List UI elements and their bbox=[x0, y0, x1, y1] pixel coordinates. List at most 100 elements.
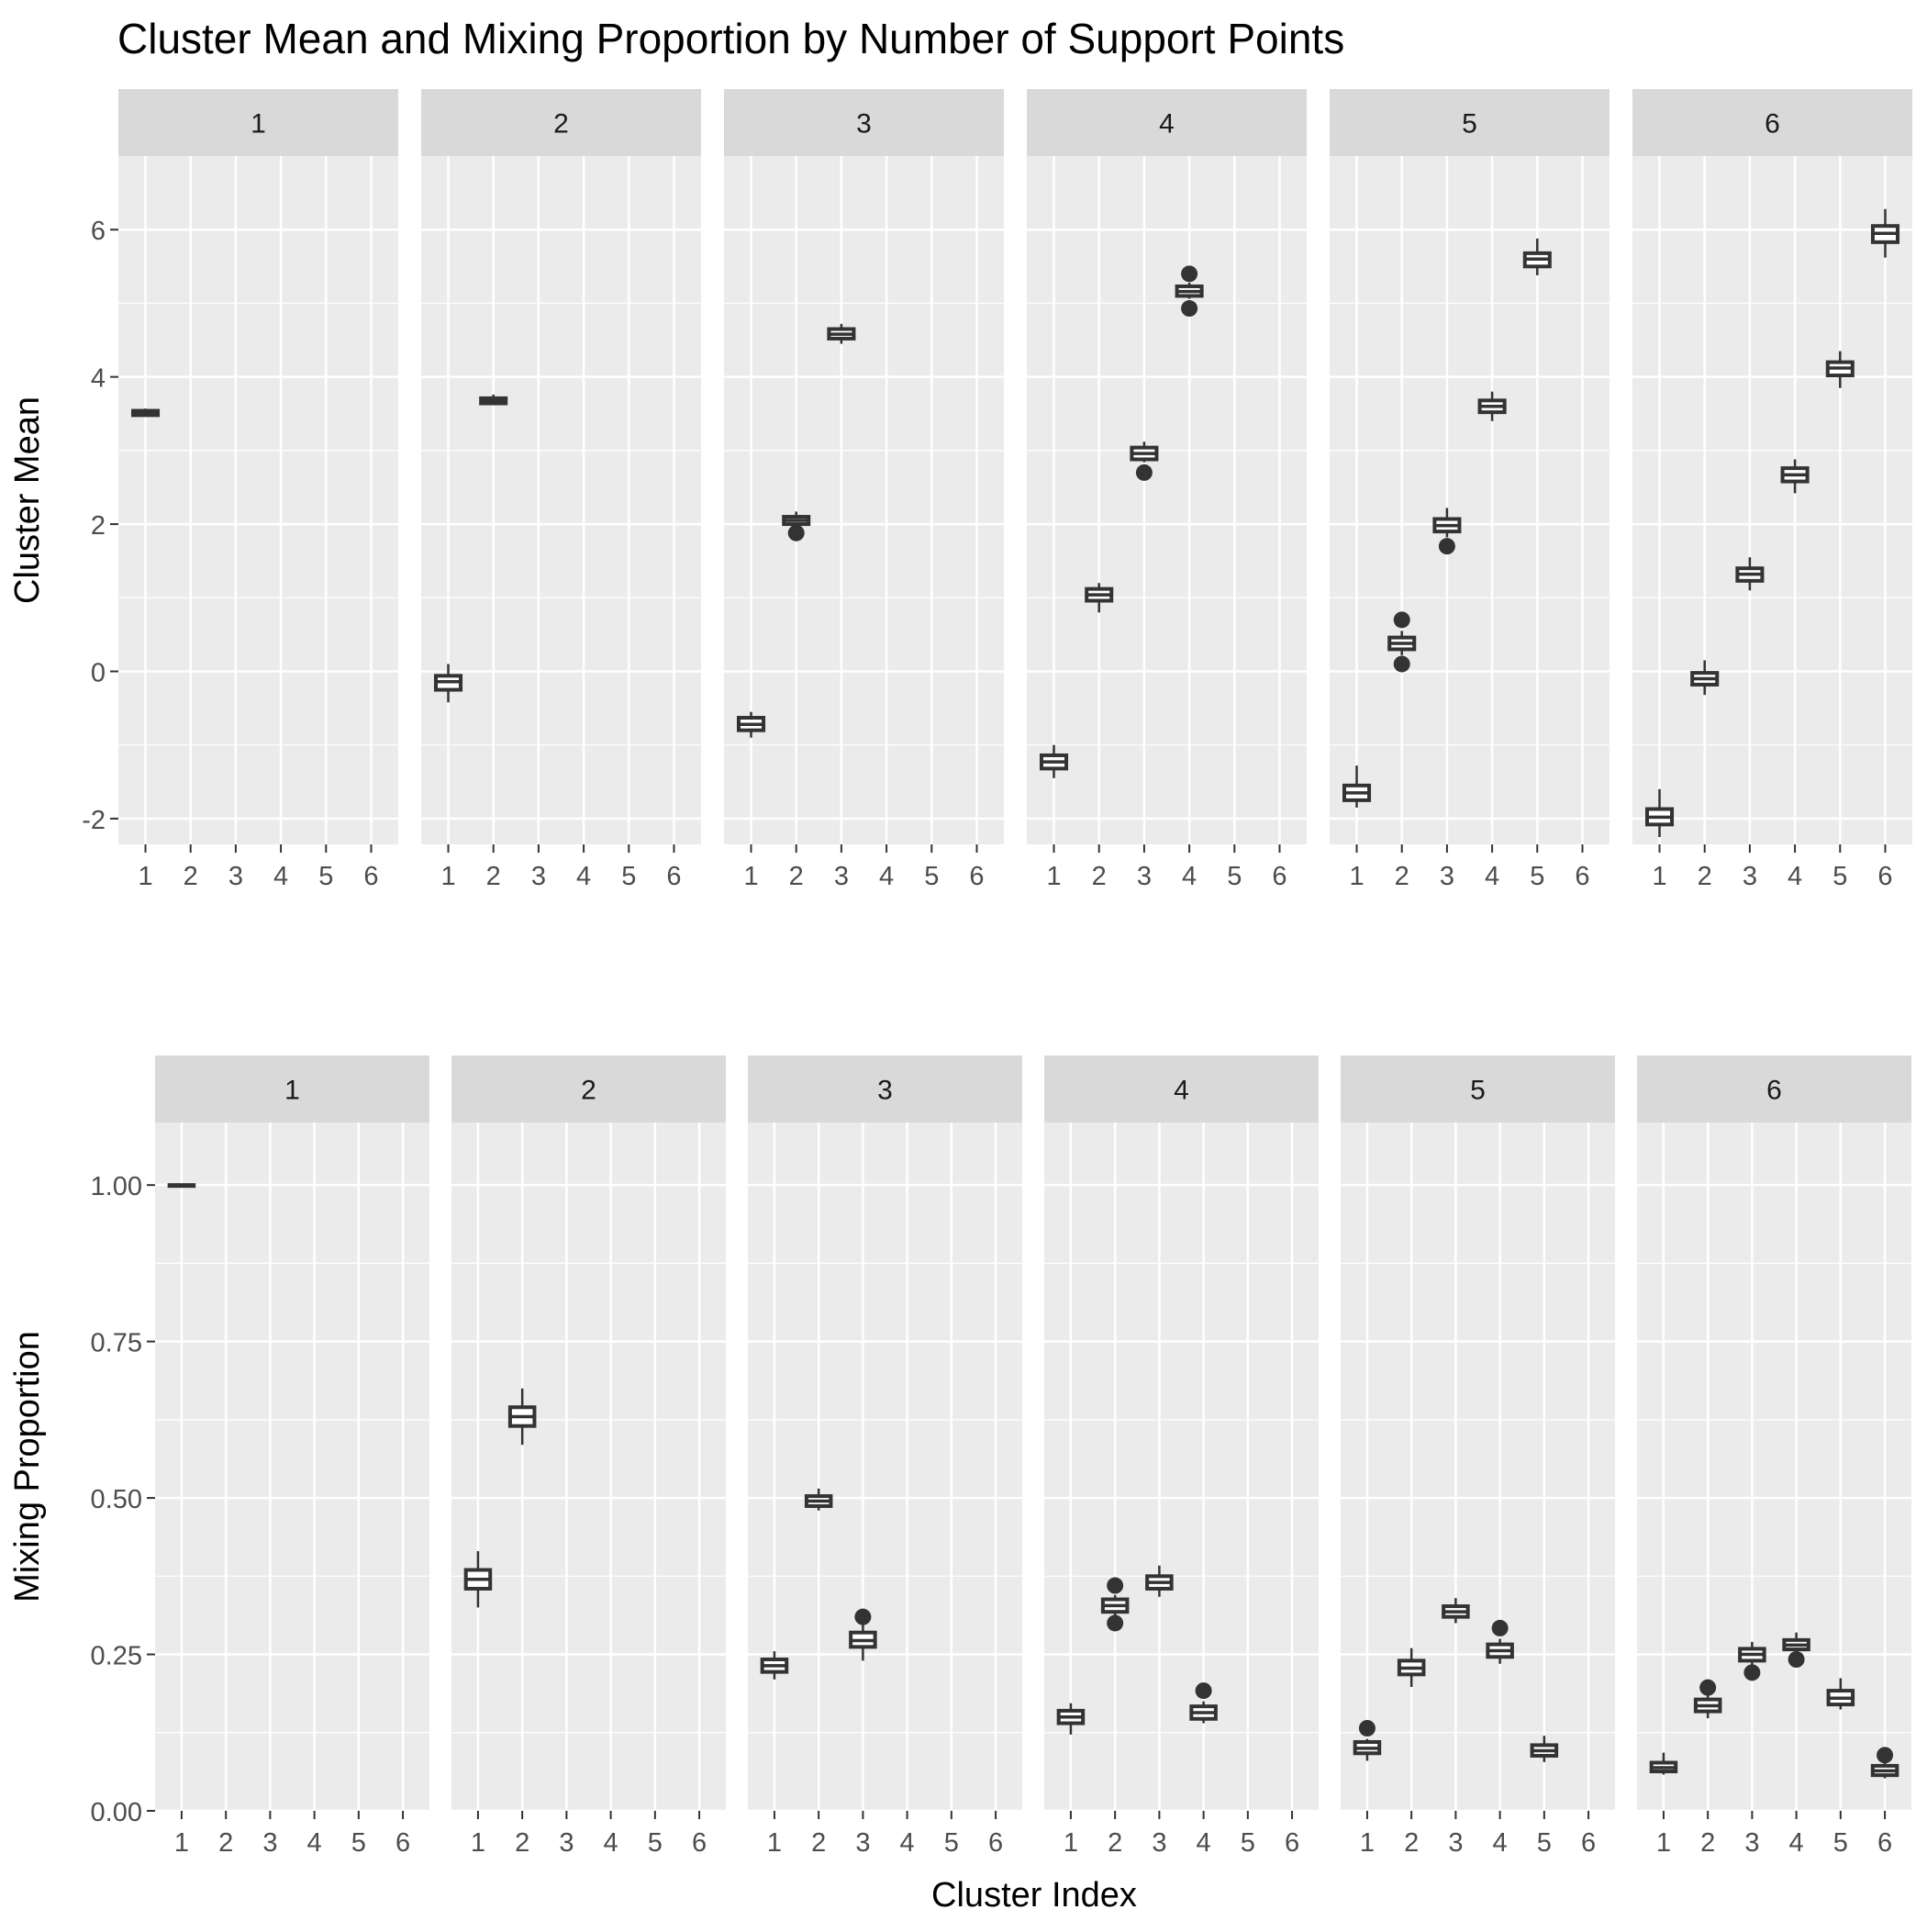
x-tick-label: 2 bbox=[515, 1828, 529, 1858]
facet-strip bbox=[451, 1055, 726, 1122]
x-tick-label: 1 bbox=[1064, 1828, 1078, 1858]
panel-background bbox=[1044, 1122, 1319, 1811]
facet-strip-label: 2 bbox=[553, 109, 569, 140]
x-tick-label: 1 bbox=[767, 1828, 782, 1858]
x-tick-label: 4 bbox=[273, 862, 288, 891]
x-tick-label: 1 bbox=[1349, 862, 1364, 891]
x-tick-label: 6 bbox=[1285, 1828, 1299, 1858]
facet-strip bbox=[1330, 89, 1610, 156]
x-tick-label: 2 bbox=[184, 862, 198, 891]
box-cluster-2 bbox=[1387, 611, 1417, 673]
x-tick-label: 1 bbox=[440, 862, 455, 891]
y-tick-label: 2 bbox=[91, 511, 106, 541]
facet-strip bbox=[1632, 89, 1912, 156]
x-tick-label: 4 bbox=[1485, 862, 1499, 891]
x-tick-label: 6 bbox=[363, 862, 378, 891]
x-tick-label: 3 bbox=[1152, 1828, 1166, 1858]
box-cluster-1 bbox=[1039, 744, 1069, 778]
facet-strip bbox=[118, 89, 398, 156]
box-cluster-5 bbox=[1522, 238, 1552, 275]
facet-strip-label: 5 bbox=[1462, 109, 1477, 140]
outlier-point bbox=[1195, 1682, 1212, 1700]
x-tick-label: 2 bbox=[218, 1828, 233, 1858]
box-cluster-2 bbox=[1085, 583, 1114, 613]
outlier-point bbox=[1107, 1614, 1124, 1632]
x-tick-label: 4 bbox=[900, 1828, 915, 1858]
box-cluster-5 bbox=[1825, 351, 1855, 388]
facet-strip bbox=[1044, 1055, 1319, 1122]
outlier-point bbox=[787, 524, 805, 542]
y-tick-label: 6 bbox=[91, 217, 106, 246]
x-tick-label: 5 bbox=[621, 862, 636, 891]
x-tick-label: 2 bbox=[1092, 862, 1107, 891]
y-axis-label-2: Mixing Proportion bbox=[8, 1331, 47, 1603]
outlier-point bbox=[1788, 1651, 1805, 1668]
outlier-point bbox=[1699, 1679, 1717, 1696]
box-cluster-3 bbox=[1738, 1641, 1766, 1681]
x-tick-label: 3 bbox=[855, 1828, 870, 1858]
facet-strip-label: 4 bbox=[1174, 1076, 1189, 1106]
box-cluster-1 bbox=[1644, 788, 1675, 837]
x-tick-label: 6 bbox=[988, 1828, 1003, 1858]
box-cluster-3 bbox=[1130, 441, 1159, 481]
x-tick-label: 1 bbox=[1656, 1828, 1671, 1858]
box-cluster-1 bbox=[433, 664, 463, 703]
outlier-point bbox=[1135, 463, 1153, 481]
x-tick-label: 3 bbox=[1448, 1828, 1463, 1858]
x-tick-label: 4 bbox=[1788, 862, 1802, 891]
box-cluster-2 bbox=[1690, 660, 1720, 696]
box-cluster-3 bbox=[1145, 1565, 1174, 1597]
y-tick-label: 1.00 bbox=[91, 1172, 142, 1201]
x-tick-label: 6 bbox=[1877, 1828, 1892, 1858]
facet-strip bbox=[1341, 1055, 1615, 1122]
box-cluster-4 bbox=[1189, 1682, 1218, 1724]
y-tick-label: 0.25 bbox=[91, 1642, 142, 1671]
x-tick-label: 2 bbox=[1108, 1828, 1122, 1858]
box-cluster-2 bbox=[1693, 1679, 1722, 1719]
outlier-point bbox=[1393, 655, 1410, 673]
x-tick-label: 4 bbox=[1493, 1828, 1508, 1858]
box-cluster-3 bbox=[827, 323, 856, 344]
box-cluster-6 bbox=[1870, 1747, 1899, 1779]
outlier-point bbox=[1181, 300, 1198, 318]
box-cluster-2 bbox=[804, 1488, 833, 1511]
panel-background bbox=[118, 156, 398, 844]
x-tick-label: 5 bbox=[924, 862, 939, 891]
y-tick-label: -2 bbox=[82, 806, 106, 835]
x-tick-label: 5 bbox=[1833, 1828, 1848, 1858]
x-tick-label: 3 bbox=[1440, 862, 1454, 891]
y-tick-label: 0 bbox=[91, 658, 106, 687]
x-tick-label: 3 bbox=[834, 862, 849, 891]
facet-panel-6: 61 2 3 4 5 6 bbox=[1637, 1055, 1911, 1858]
y-tick-label: 0.75 bbox=[91, 1329, 142, 1358]
x-tick-label: 4 bbox=[879, 862, 894, 891]
panel-background bbox=[451, 1122, 726, 1811]
facet-strip-label: 3 bbox=[856, 109, 872, 140]
facet-panel-6: 61 2 3 4 5 6 bbox=[1632, 89, 1912, 891]
facet-strip-label: 6 bbox=[1766, 1076, 1782, 1106]
x-tick-label: 2 bbox=[1698, 862, 1712, 891]
facet-strip bbox=[421, 89, 701, 156]
x-tick-label: 3 bbox=[228, 862, 243, 891]
x-tick-label: 5 bbox=[1530, 862, 1544, 891]
outlier-point bbox=[1358, 1720, 1376, 1737]
x-tick-label: 4 bbox=[576, 862, 591, 891]
x-tick-label: 3 bbox=[531, 862, 546, 891]
facet-strip-label: 4 bbox=[1159, 109, 1175, 140]
x-tick-label: 2 bbox=[789, 862, 804, 891]
panel-background bbox=[748, 1122, 1022, 1811]
box-cluster-2 bbox=[1397, 1647, 1426, 1687]
facet-panel-2: 21 2 3 4 5 6 bbox=[421, 89, 701, 891]
facet-strip-label: 1 bbox=[284, 1076, 300, 1106]
x-tick-label: 3 bbox=[559, 1828, 574, 1858]
x-tick-label: 6 bbox=[1575, 862, 1589, 891]
x-tick-label: 4 bbox=[604, 1828, 618, 1858]
outlier-point bbox=[1181, 265, 1198, 283]
facet-strip-label: 6 bbox=[1765, 109, 1780, 140]
facet-panel-4: 41 2 3 4 5 6 bbox=[1044, 1055, 1319, 1858]
x-tick-label: 6 bbox=[969, 862, 984, 891]
box-cluster-4 bbox=[1486, 1619, 1514, 1664]
facet-panel-2: 21 2 3 4 5 6 bbox=[451, 1055, 726, 1858]
panel-background bbox=[1027, 156, 1307, 844]
